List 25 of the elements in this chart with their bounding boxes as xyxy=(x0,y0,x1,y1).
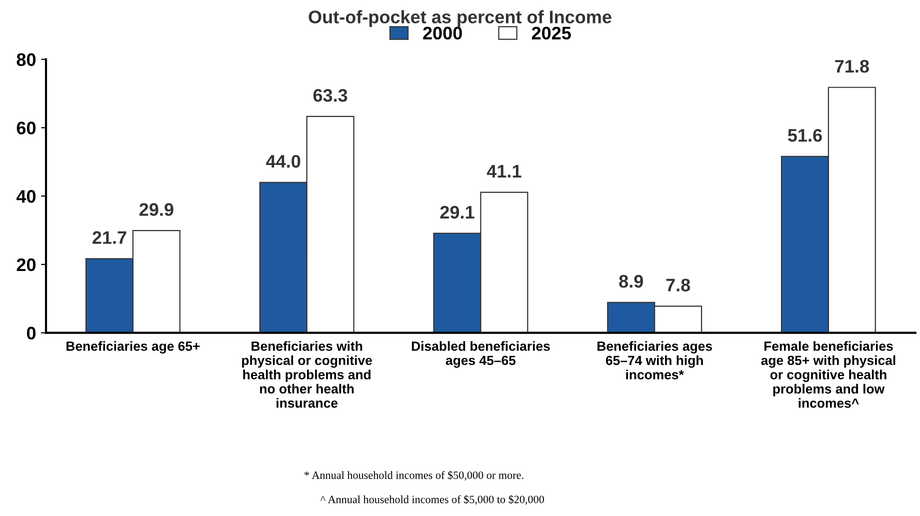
x-tick-label: Beneficiaries ages 65–74 with high incomes* xyxy=(598,341,712,380)
y-tick-label: 80 xyxy=(16,53,36,66)
x-tick-label: Disabled beneficiaries ages 45–65 xyxy=(412,341,550,368)
data-label: 29.1 xyxy=(440,206,474,219)
legend-label: 2025 xyxy=(532,26,571,40)
x-tick-label: Beneficiaries age 65+ xyxy=(66,341,200,354)
data-label: 21.7 xyxy=(92,231,126,244)
x-tick-label: Female beneficiaries age 85+ with physical or cognitive health problems and low incomes^ xyxy=(761,341,896,408)
data-label: 71.8 xyxy=(835,60,869,73)
data-label: 29.9 xyxy=(139,203,174,216)
y-tick-label: 40 xyxy=(16,190,36,203)
legend-label: 2000 xyxy=(423,26,462,40)
text: * Annual household incomes of $50,000 or more. xyxy=(304,470,524,481)
data-label: 44.0 xyxy=(266,154,300,168)
data-label: 51.6 xyxy=(788,128,822,142)
y-tick-label: 0 xyxy=(26,326,36,340)
text: ^ Annual household incomes of $5,000 to $20,000 xyxy=(320,495,544,505)
chart-title: Out-of-pocket as percent of Income xyxy=(308,10,612,27)
data-label: 41.1 xyxy=(486,165,522,178)
data-label: 63.3 xyxy=(313,88,348,102)
data-label: 8.9 xyxy=(619,274,643,288)
data-label: 7.8 xyxy=(666,278,690,292)
y-tick-label: 20 xyxy=(16,258,36,272)
y-tick-label: 60 xyxy=(16,122,36,134)
x-tick-label: Beneficiaries with physical or cognitive health problems and no other health insurance xyxy=(242,341,372,408)
